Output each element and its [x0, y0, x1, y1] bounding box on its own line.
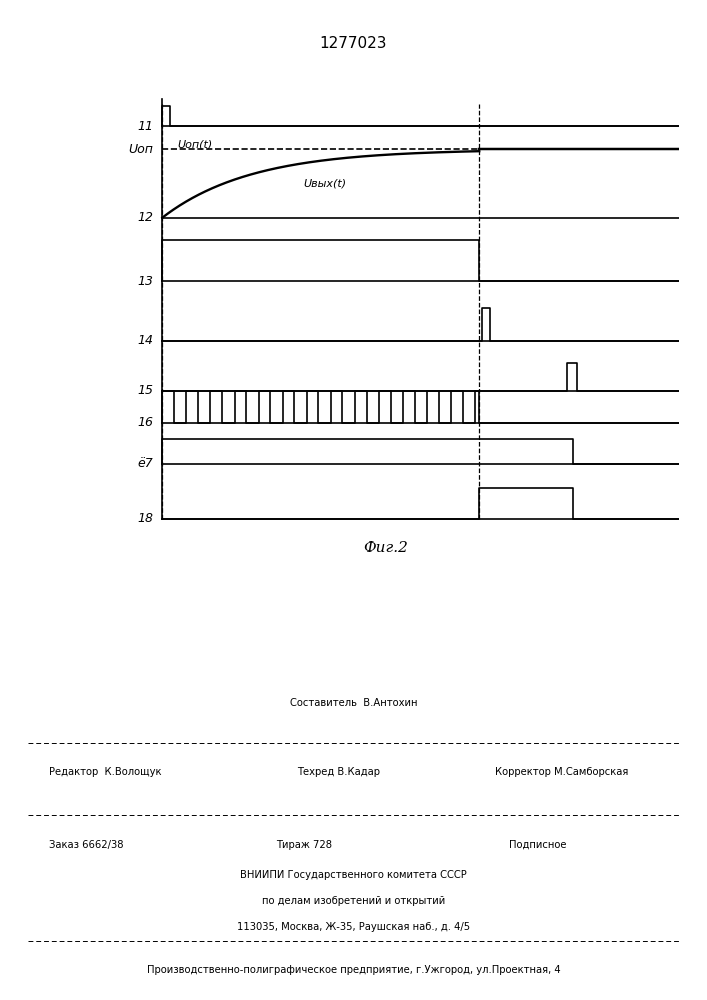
Text: 14: 14: [138, 334, 153, 347]
Text: Редактор  К.Волощук: Редактор К.Волощук: [49, 767, 162, 777]
Text: по делам изобретений и открытий: по делам изобретений и открытий: [262, 896, 445, 906]
Text: ё7: ё7: [138, 457, 153, 470]
Text: Подписное: Подписное: [509, 840, 566, 850]
Text: Тираж 728: Тираж 728: [276, 840, 332, 850]
Text: 113035, Москва, Ж-35, Раушская наб., д. 4/5: 113035, Москва, Ж-35, Раушская наб., д. …: [237, 922, 470, 932]
Text: Фиг.2: Фиг.2: [363, 541, 408, 555]
Text: Заказ 6662/38: Заказ 6662/38: [49, 840, 124, 850]
Text: Корректор М.Самборская: Корректор М.Самборская: [495, 767, 629, 777]
Text: Техред В.Кадар: Техред В.Кадар: [297, 767, 380, 777]
Text: ВНИИПИ Государственного комитета СССР: ВНИИПИ Государственного комитета СССР: [240, 870, 467, 880]
Text: 12: 12: [138, 211, 153, 224]
Text: 16: 16: [138, 416, 153, 429]
Text: Uоп: Uоп: [129, 143, 153, 156]
Text: 1277023: 1277023: [320, 35, 387, 50]
Text: 15: 15: [138, 384, 153, 397]
Text: Uвыx(t): Uвыx(t): [303, 178, 346, 188]
Text: 11: 11: [138, 120, 153, 133]
Text: 18: 18: [138, 512, 153, 525]
Text: Составитель  В.Антохин: Составитель В.Антохин: [290, 698, 417, 708]
Text: 13: 13: [138, 275, 153, 288]
Text: Uоп(t): Uоп(t): [177, 139, 212, 149]
Text: Производственно-полиграфическое предприятие, г.Ужгород, ул.Проектная, 4: Производственно-полиграфическое предприя…: [146, 965, 561, 975]
